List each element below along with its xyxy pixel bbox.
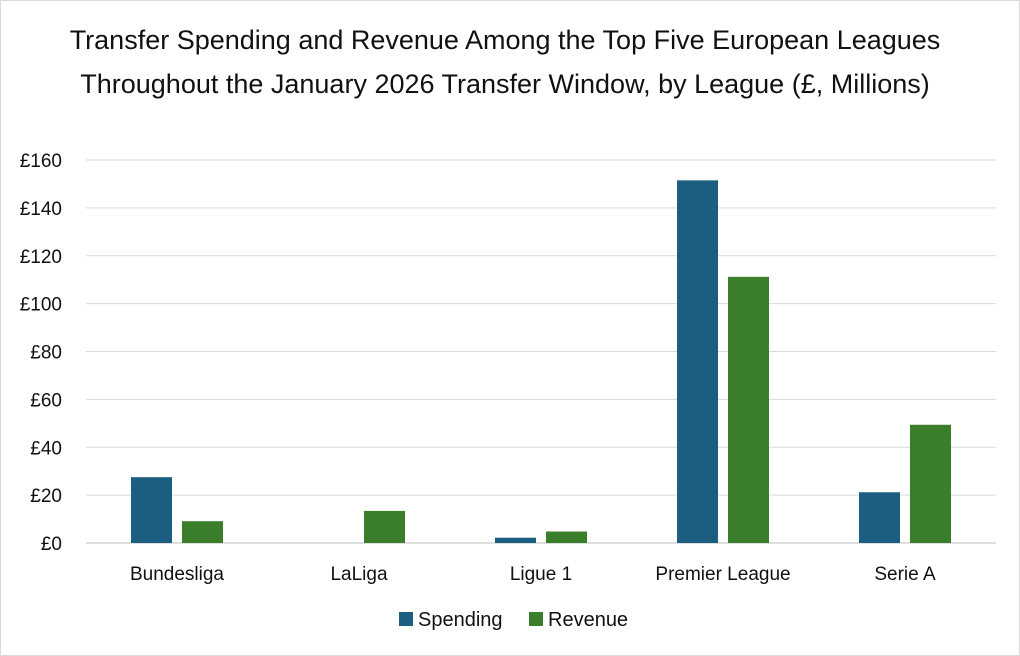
legend-swatch-revenue <box>529 612 543 626</box>
x-category-label: Bundesliga <box>130 564 224 585</box>
legend-label-revenue: Revenue <box>548 609 628 631</box>
x-category-label: Premier League <box>655 564 790 585</box>
y-tick-label: £100 <box>20 295 62 316</box>
y-tick-label: £20 <box>30 486 62 507</box>
bar-spending-ligue-1 <box>495 537 536 543</box>
y-axis-ticks: £0 £20 £40 £60 £80 £100 £120 £140 £160 <box>20 151 62 555</box>
bar-revenue-bundesliga <box>182 521 223 543</box>
chart-title: Transfer Spending and Revenue Among the … <box>69 25 941 99</box>
y-tick-label: £140 <box>20 199 62 220</box>
bar-revenue-ligue-1 <box>546 531 587 543</box>
y-tick-label: £40 <box>30 438 62 459</box>
bar-spending-bundesliga <box>131 477 172 543</box>
legend-swatch-spending <box>399 612 413 626</box>
x-category-label: LaLiga <box>330 564 387 585</box>
y-tick-label: £80 <box>30 343 62 364</box>
bar-revenue-serie-a <box>910 424 951 543</box>
x-category-label: Serie A <box>874 564 936 585</box>
bar-revenue-premier-league <box>728 276 769 543</box>
y-tick-label: £0 <box>41 534 62 555</box>
legend-label-spending: Spending <box>418 609 503 631</box>
bar-spending-premier-league <box>677 180 718 544</box>
legend: Spending Revenue <box>399 609 628 631</box>
y-tick-label: £120 <box>20 247 62 268</box>
y-tick-label: £160 <box>20 151 62 172</box>
bar-revenue-laliga <box>364 510 405 543</box>
gridlines <box>86 159 996 544</box>
bar-spending-serie-a <box>859 492 900 543</box>
x-category-label: Ligue 1 <box>510 564 572 585</box>
bars <box>131 180 951 544</box>
y-tick-label: £60 <box>30 390 62 411</box>
x-axis-categories: Bundesliga LaLiga Ligue 1 Premier League Ser… <box>130 564 936 585</box>
